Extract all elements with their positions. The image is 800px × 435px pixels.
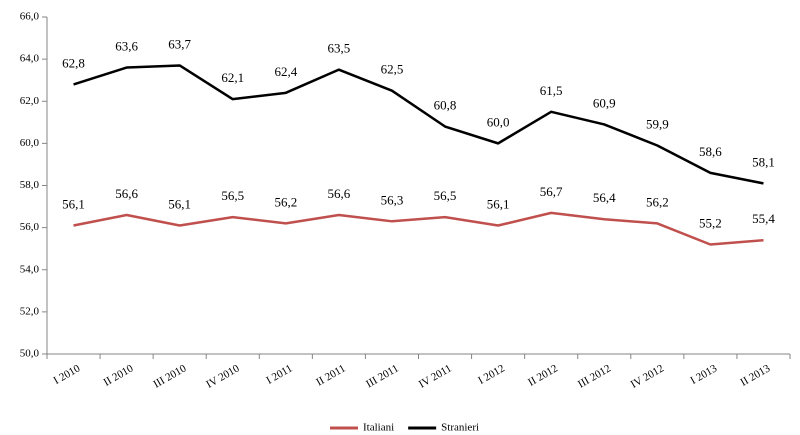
data-label: 56,2: [274, 194, 297, 209]
x-tick-label: IV 2011: [417, 362, 454, 390]
x-tick-label: II 2012: [526, 362, 560, 388]
data-label: 56,1: [487, 197, 510, 212]
line-series: [73, 211, 764, 246]
data-label: 56,7: [540, 184, 563, 199]
data-label: 62,5: [381, 62, 404, 77]
legend-label: Italiani: [363, 422, 394, 434]
data-label: 62,4: [274, 64, 297, 79]
x-tick-label: I 2010: [52, 362, 83, 387]
data-label: 56,5: [434, 188, 457, 203]
legend-label: Stranieri: [441, 422, 479, 434]
data-label: 62,8: [62, 55, 85, 70]
x-tick-label: II 2010: [102, 362, 136, 389]
x-tick-label: I 2012: [476, 362, 507, 387]
data-label: 55,4: [752, 211, 775, 226]
x-tick-label: I 2013: [689, 362, 720, 387]
x-tick-label: IV 2012: [629, 362, 666, 390]
y-tick-label: 66,0: [20, 11, 40, 23]
y-tick-label: 52,0: [20, 305, 40, 317]
data-label: 61,5: [540, 83, 563, 98]
data-label: 56,3: [381, 192, 404, 207]
data-label: 62,1: [221, 70, 244, 85]
data-label: 56,6: [328, 186, 351, 201]
data-label: 59,9: [646, 116, 669, 131]
y-tick-label: 60,0: [20, 137, 40, 149]
data-label: 56,1: [168, 197, 191, 212]
y-tick-label: 58,0: [20, 179, 40, 191]
x-tick-label: III 2011: [364, 362, 401, 390]
data-label: 55,2: [699, 215, 722, 230]
data-label: 60,9: [593, 95, 616, 110]
x-tick-label: II 2013: [738, 362, 772, 389]
data-label: 58,6: [699, 144, 722, 159]
data-label: 56,6: [115, 186, 138, 201]
data-label: 63,7: [168, 36, 191, 51]
y-tick-label: 50,0: [20, 348, 40, 360]
data-label: 63,6: [115, 39, 138, 54]
data-label: 56,1: [62, 197, 85, 212]
x-tick-label: III 2012: [576, 362, 613, 390]
y-tick-label: 64,0: [20, 53, 40, 65]
data-label: 56,2: [646, 194, 669, 209]
x-tick-label: III 2010: [151, 362, 188, 391]
x-tick-label: II 2011: [314, 362, 347, 388]
data-label: 56,5: [221, 188, 244, 203]
line-series: [73, 64, 764, 185]
data-label: 63,5: [328, 41, 351, 56]
x-tick-label: IV 2010: [204, 362, 242, 391]
y-tick-label: 54,0: [20, 263, 40, 275]
x-tick-label: I 2011: [264, 362, 294, 386]
data-label: 60,8: [434, 98, 457, 113]
y-tick-label: 62,0: [20, 95, 40, 107]
data-label: 58,1: [752, 154, 775, 169]
y-tick-label: 56,0: [20, 221, 40, 233]
data-label: 56,4: [593, 190, 616, 205]
data-label: 60,0: [487, 114, 510, 129]
